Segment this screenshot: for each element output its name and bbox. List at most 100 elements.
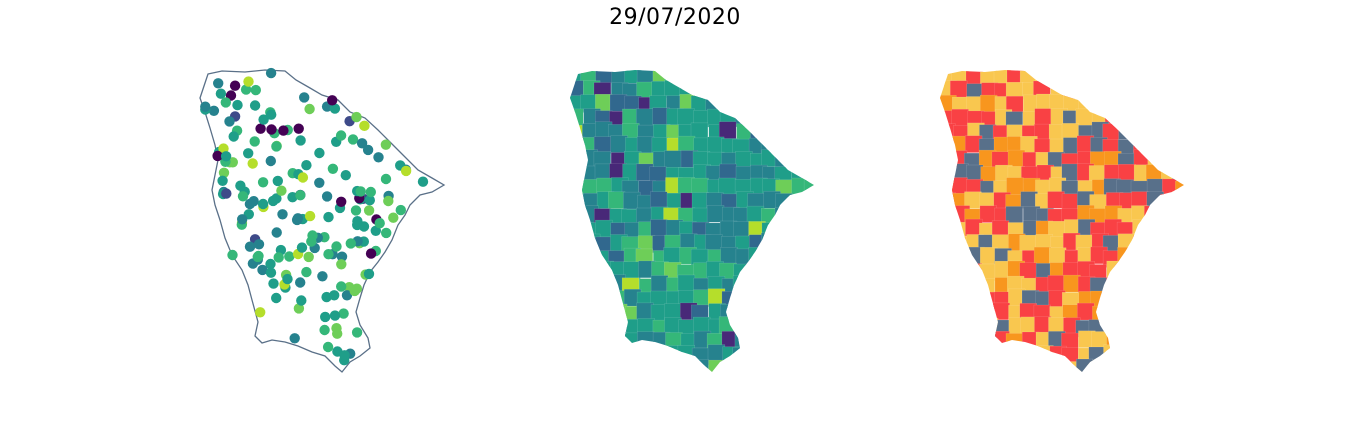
municipality-class — [1174, 344, 1184, 362]
municipality-class — [1091, 97, 1109, 115]
municipality-class — [952, 249, 971, 267]
station-point — [255, 123, 266, 134]
municipality-class — [1134, 347, 1152, 365]
municipality-class — [1035, 70, 1053, 84]
municipality-class — [1132, 260, 1150, 278]
station-point — [336, 281, 347, 292]
municipality — [789, 304, 808, 322]
municipality-class — [1145, 290, 1164, 308]
municipality — [763, 264, 781, 282]
municipality-class — [951, 304, 969, 322]
municipality — [750, 264, 768, 282]
station-point — [362, 144, 374, 156]
station-point — [340, 170, 351, 181]
municipality-class — [1146, 320, 1164, 338]
municipality-class — [1159, 70, 1178, 85]
municipality-class — [940, 166, 956, 185]
station-point — [296, 295, 307, 306]
municipality-class — [1159, 264, 1177, 282]
station-point — [400, 165, 412, 177]
municipality — [746, 275, 765, 293]
municipality — [721, 94, 739, 112]
municipality — [708, 81, 726, 100]
station-point — [388, 212, 399, 223]
station-point — [213, 78, 224, 89]
municipality-class — [949, 346, 968, 364]
municipality-class — [992, 302, 1010, 320]
municipality-class — [1005, 361, 1024, 372]
municipality — [749, 331, 767, 349]
municipality-class — [1062, 70, 1080, 85]
station-point — [329, 290, 340, 301]
municipality — [734, 358, 752, 372]
station-point — [380, 173, 392, 185]
municipality-class — [1173, 246, 1184, 265]
station-point — [352, 216, 363, 227]
station-point — [329, 103, 341, 114]
municipality-class — [1048, 247, 1067, 265]
municipality-class — [1175, 320, 1184, 338]
municipality — [597, 333, 615, 351]
station-point — [303, 251, 314, 263]
station-point — [347, 134, 359, 145]
municipality-class — [1075, 70, 1094, 87]
station-point — [265, 267, 277, 278]
municipality — [791, 276, 810, 294]
municipality-class — [978, 345, 996, 363]
figure-title: 29/07/2020 — [609, 5, 741, 30]
municipality — [802, 344, 814, 362]
municipality — [805, 70, 814, 85]
municipality-class — [1133, 290, 1152, 308]
station-point — [257, 264, 268, 276]
municipality-class — [1175, 361, 1184, 372]
municipality-class — [1131, 274, 1149, 292]
municipality-class — [1133, 302, 1151, 321]
municipality-class — [950, 333, 968, 352]
municipality — [678, 360, 697, 372]
municipality-class — [1160, 193, 1178, 212]
municipality-class — [1118, 163, 1136, 182]
station-point — [284, 251, 295, 262]
municipality — [609, 94, 628, 112]
station-point — [365, 186, 376, 198]
station-point — [252, 251, 263, 263]
station-point — [320, 311, 331, 323]
municipality — [791, 261, 810, 279]
municipality — [691, 70, 710, 87]
municipality-class — [1103, 305, 1122, 324]
station-point — [278, 125, 289, 136]
municipality-class — [1106, 260, 1124, 279]
municipality-class — [1076, 358, 1094, 372]
municipality — [609, 330, 627, 348]
municipality — [774, 151, 793, 169]
station-point — [355, 186, 366, 197]
municipality-class — [951, 277, 969, 295]
municipality-class — [1050, 359, 1068, 372]
municipality-class — [940, 333, 957, 351]
municipality — [803, 318, 814, 336]
station-point — [345, 238, 356, 249]
municipality-class — [1075, 79, 1093, 98]
station-point — [255, 307, 266, 318]
municipality — [734, 96, 752, 114]
municipality-class — [977, 361, 996, 372]
station-point — [240, 84, 252, 95]
municipality-class — [1034, 358, 1052, 372]
station-point — [356, 138, 368, 149]
station-point — [317, 271, 328, 282]
municipality-class — [940, 360, 954, 372]
municipality-class — [977, 303, 996, 322]
municipality — [802, 236, 814, 254]
municipality — [791, 316, 809, 334]
state-outline — [199, 69, 446, 373]
municipality — [777, 82, 795, 100]
municipality — [777, 302, 795, 320]
municipality — [734, 70, 753, 85]
municipality-class — [1117, 359, 1135, 372]
municipality — [596, 288, 615, 307]
municipality — [761, 247, 779, 265]
municipality — [582, 289, 600, 308]
municipality-class — [1174, 151, 1184, 170]
municipality — [802, 306, 814, 324]
municipality — [762, 276, 781, 295]
